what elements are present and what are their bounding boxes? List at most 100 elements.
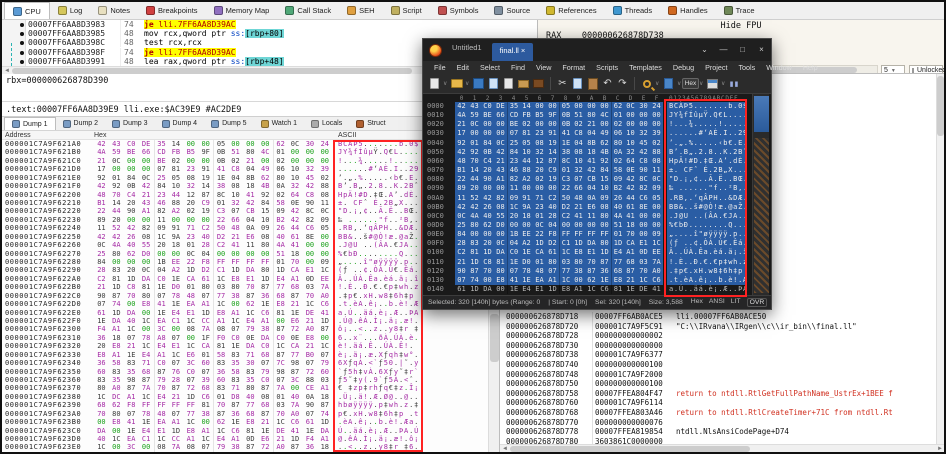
document-minimap[interactable]: [752, 94, 769, 295]
menu-find[interactable]: Find: [510, 63, 525, 72]
overwrite-toggle[interactable]: OVR: [746, 298, 768, 307]
top-tab-log[interactable]: Log: [50, 2, 91, 19]
open-dropdown-icon[interactable]: ∨: [465, 81, 470, 87]
stack-row[interactable]: 000000626878D758 00007FFEA804F47 return to…: [500, 388, 944, 399]
dump-row[interactable]: 000001C7A9F62350 60 83 35 68 87 76 C0 07 36 58 83 79…: [2, 367, 488, 377]
save-icon[interactable]: [472, 77, 485, 90]
pause-icon[interactable]: ▮▮: [728, 77, 741, 90]
top-tab-symbols[interactable]: Symbols: [430, 2, 487, 19]
stack-row[interactable]: 000000626878D718 00007FF6AB0ACE5 lli.00007…: [500, 312, 944, 322]
editor-hex-row[interactable]: 00E0 84 00 00 00 1B EE 22 F8 FF FF FF FF 01 70 00 09 „...…: [423, 230, 771, 240]
dump-tab-watch-1[interactable]: Watch 1: [254, 117, 304, 130]
menu-select[interactable]: Select: [479, 63, 500, 72]
scrollbar-thumb[interactable]: [490, 314, 499, 362]
breakpoint-dot[interactable]: [20, 41, 24, 46]
stack-row[interactable]: 000000626878D748 000001C7A9F2000: [500, 369, 944, 380]
disasm-row[interactable]: 00007FF6AA8D398F 74 je lli.7FF6AA8D39AC: [28, 47, 236, 57]
dump-row[interactable]: 000001C7A9F622E0 61 1D DA 00 1E E4 E1 1D E8 A1 1C C6…: [2, 308, 488, 318]
editor-hex-row[interactable]: 0060 48 70 C4 21 23 44 12 87 8C 10 41 92 02 64 C8 08 HpÄ!…: [423, 156, 771, 167]
stack-row[interactable]: 000000626878D740 000000000000100: [500, 360, 944, 370]
mode-lit[interactable]: LIT: [730, 298, 741, 305]
breakpoint-dot[interactable]: [20, 32, 24, 37]
editor-hex-row[interactable]: 0050 42 92 0B 42 84 10 32 14 38 08 18 4B 0A 32 42 88 B’.B…: [423, 147, 771, 157]
editor-hex-row[interactable]: 0000 42 43 C0 DE 35 14 00 00 05 00 00 00 62 0C 30 24 BCÀÞ…: [423, 102, 771, 112]
disasm-row[interactable]: 00007FF6AA8D3991 48 lea rax,qword ptr ss:[…: [28, 56, 284, 66]
menu-scripts[interactable]: Scripts: [596, 63, 619, 72]
dump-row[interactable]: 000001C7A9F62240 11 52 42 82 09 91 71 C2 50 48 0A 09…: [2, 224, 488, 233]
stack-vscrollbar[interactable]: [936, 74, 944, 447]
editor-hex-row[interactable]: 0080 22 44 90 A1 82 A2 02 19 C3 07 CB 15 09 42 8C 0C "D.¡…: [423, 175, 771, 185]
dump-row[interactable]: 000001C7A9F621A0 42 43 C0 DE 35 14 00 00 05 00 00 00…: [2, 140, 488, 149]
editor-tab-final-ll[interactable]: final.ll ×: [491, 43, 534, 61]
breakpoint-dot[interactable]: [20, 59, 24, 64]
editor-hex-row[interactable]: 0110 21 1D C8 81 1E D0 01 80 03 80 70 87 77 68 03 7A !.È.…: [423, 257, 771, 267]
dump-row[interactable]: 000001C7A9F62250 42 42 26 08 1C 9A 23 40 D2 21 E6 08…: [2, 232, 488, 242]
menu-help[interactable]: Help: [802, 63, 818, 72]
editor-hex-row[interactable]: 0040 92 01 84 0C 25 05 08 19 1E 04 8B 62 80 10 45 02 ’.„.…: [423, 138, 771, 148]
dump-row[interactable]: 000001C7A9F62360 83 35 98 87 79 28 07 39 60 83 35 C0…: [2, 376, 488, 385]
find-dropdown-icon[interactable]: ∨: [655, 81, 660, 87]
top-tab-references[interactable]: References: [538, 2, 604, 19]
dump-row[interactable]: 000001C7A9F62330 E8 A1 1E E4 A1 1C E6 01 58 83 71 68…: [2, 350, 488, 360]
top-tab-cpu[interactable]: CPU: [4, 2, 50, 19]
dump-row[interactable]: 000001C7A9F623A0 70 80 07 78 48 07 77 38 87 36 68 87…: [2, 409, 488, 419]
minimize-icon[interactable]: —: [719, 45, 728, 54]
dump-row[interactable]: 000001C7A9F621E0 92 01 84 0C 25 05 08 19 1E 04 8B 62…: [2, 173, 488, 183]
editor-hex-row[interactable]: 0100 C2 81 1D DA C0 1E CA 61 1C E8 E1 1D E4 A1 0D EE Â..Ú…: [423, 248, 771, 258]
dump-row[interactable]: 000001C7A9F622C0 90 87 70 80 07 78 48 07 77 38 87 36…: [2, 291, 488, 301]
top-tab-seh[interactable]: SEH: [339, 2, 382, 19]
breakpoint-dot[interactable]: [20, 50, 24, 55]
table-view-icon[interactable]: [706, 77, 719, 90]
hex-dropdown-icon[interactable]: ∨: [699, 81, 704, 87]
menu-project[interactable]: Project: [705, 63, 728, 72]
dump-tab-locals[interactable]: Locals: [304, 117, 349, 130]
close-icon[interactable]: ×: [759, 45, 764, 54]
redo-icon[interactable]: ↷: [616, 77, 629, 90]
dump-row[interactable]: 000001C7A9F623D0 40 1C EA C1 1C CC A1 1C E4 A1 0D E6…: [2, 435, 488, 444]
dump-row[interactable]: 000001C7A9F623B0 00 E8 41 1E EA A1 1C 00 62 1E E8 21…: [2, 418, 488, 427]
dump-row[interactable]: 000001C7A9F62210 B1 14 20 43 46 88 20 C9 01 32 42 84…: [2, 199, 488, 208]
tab-close-icon[interactable]: ×: [520, 46, 526, 55]
undo-icon[interactable]: ↶: [601, 77, 614, 90]
editor-hex-row[interactable]: 00D0 25 80 62 D0 00 00 0C 04 00 00 00 00 51 18 00 00 %€bÐ…: [423, 220, 771, 231]
pin-menu-icon[interactable]: ⌄: [701, 45, 708, 54]
editor-hex-area[interactable]: 0 1 2 3 4 5 6 7 8 9 A B C D E F 0123456789ABCDEF 0000 42 43…: [423, 94, 771, 295]
dump-row[interactable]: 000001C7A9F62320 20 E8 21 1C E4 E1 1C CA 81 1E DA C0…: [2, 342, 488, 351]
editor-hex-row[interactable]: 00F0 28 83 20 0C 04 A2 1D D2 C1 1D DA 80 1D CA E1 1C (ƒ .…: [423, 239, 771, 249]
stack-row[interactable]: 000000626878D730 000000000000000: [500, 340, 944, 351]
dump-row[interactable]: 000001C7A9F622D0 07 74 00 E8 41 1E EA A1 1C 00 62 1E…: [2, 300, 488, 309]
editor-hex-row[interactable]: 00B0 42 42 26 08 1C 9A 23 40 D2 21 E6 08 40 61 8E 00 BB&.…: [423, 202, 771, 212]
dump-row[interactable]: 000001C7A9F62260 0C 4A 40 55 20 18 01 28 C2 41 11 80…: [2, 241, 488, 250]
stack-row[interactable]: 000000626878D778 00007FFEA819854 ntdll.Nls…: [500, 427, 944, 437]
menu-edit[interactable]: Edit: [456, 63, 469, 72]
stack-row[interactable]: 000000626878D738 000001C7A9F6377: [500, 350, 944, 360]
dump-tab-dump-5[interactable]: Dump 5: [204, 117, 254, 130]
copy-icon[interactable]: [571, 77, 584, 90]
top-tab-source[interactable]: Source: [486, 2, 538, 19]
dump-tab-dump-3[interactable]: Dump 3: [105, 117, 155, 130]
stack-row[interactable]: 000000626878D780 3603861C0000000: [500, 436, 944, 447]
top-tab-trace[interactable]: Trace: [716, 2, 763, 19]
hide-fpu-button[interactable]: Hide FPU: [720, 21, 762, 31]
register-rax-row[interactable]: RAX 000000626878D738: [546, 31, 664, 41]
top-tab-call-stack[interactable]: Call Stack: [277, 2, 339, 19]
editor-hex-row[interactable]: 00A0 11 52 42 82 09 91 71 C2 50 48 0A 09 26 44 C6 05 .RB‚…: [423, 193, 771, 203]
dump-row[interactable]: 000001C7A9F62290 28 83 20 0C 04 A2 1D D2 C1 1D DA 80…: [2, 266, 488, 275]
save-all-icon[interactable]: [487, 77, 500, 90]
dump-row[interactable]: 000001C7A9F623E0 1C 00 3C 00 08 7A 08 07 79 38 87 72…: [2, 443, 488, 452]
disasm-row[interactable]: 00007FF6AA8D3985 48 mov rcx,qword ptr ss:[…: [28, 29, 284, 39]
top-tab-script[interactable]: Script: [383, 2, 430, 19]
menu-file[interactable]: File: [434, 63, 446, 72]
editor-tab-untitled1[interactable]: Untitled1: [452, 43, 482, 52]
dump-row[interactable]: 000001C7A9F623C0 DA 00 1E E4 E1 1D E8 A1 1C C6 81 1E…: [2, 426, 488, 436]
cut-icon[interactable]: ✂: [556, 77, 569, 90]
dump-row[interactable]: 000001C7A9F621F0 42 92 0B 42 84 10 32 14 38 08 18 4B…: [2, 182, 488, 191]
breakpoint-dot[interactable]: [20, 23, 24, 27]
open-folder-icon[interactable]: [450, 77, 463, 90]
scroll-left-arrow[interactable]: ◄: [502, 446, 508, 452]
dump-row[interactable]: 000001C7A9F621D0 17 00 00 00 07 81 23 91 41 C8 04 49…: [2, 165, 488, 174]
new-dropdown-icon[interactable]: ∨: [443, 81, 448, 87]
disasm-hscrollbar[interactable]: ◄: [2, 66, 537, 74]
hex-dump-view[interactable]: 000001C7A9F621A0 42 43 C0 DE 35 14 00 00 05 00 00 00…: [2, 140, 488, 452]
scroll-right-arrow[interactable]: ►: [937, 446, 943, 452]
